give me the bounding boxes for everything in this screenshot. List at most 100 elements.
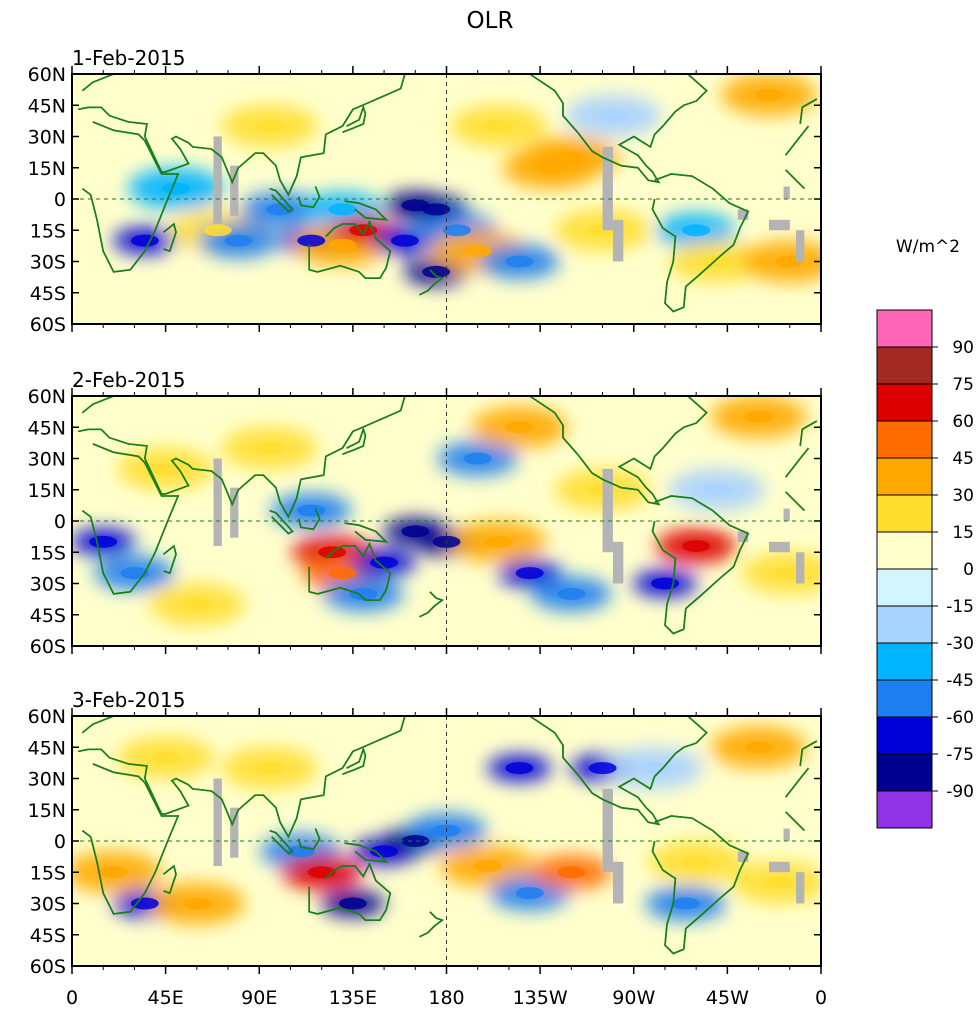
anomaly-core xyxy=(536,161,565,174)
missing-data-box xyxy=(602,788,613,873)
anomaly-core xyxy=(765,876,794,889)
colorbar-label: -60 xyxy=(946,708,974,728)
colorbar-label: -90 xyxy=(946,782,974,802)
anomaly-core xyxy=(130,234,159,247)
coastline-greenland xyxy=(706,74,729,75)
anomaly-core xyxy=(682,540,711,552)
colorbar-label: -30 xyxy=(946,634,974,654)
colorbar-swatch xyxy=(876,383,933,422)
coastline-japan xyxy=(342,426,367,456)
anomaly-core xyxy=(328,203,357,216)
colorbar-swatch xyxy=(876,494,933,533)
map-panel: 1-Feb-2015 60N 45N 30N 15N 0 15S 30S 45S 60S xyxy=(28,46,822,336)
coastline-greenland xyxy=(706,396,729,397)
coastline-sumatra xyxy=(269,187,294,213)
anomaly-core xyxy=(650,577,679,590)
missing-data-box xyxy=(230,807,239,858)
anomaly-core xyxy=(702,255,731,268)
coastline-newguinea xyxy=(344,200,389,221)
coastline-namerica xyxy=(471,74,708,184)
anomaly-core xyxy=(744,741,773,754)
anomaly-core xyxy=(162,182,191,195)
colorbar-swatch xyxy=(876,568,933,607)
colorbar-label: -75 xyxy=(946,745,974,765)
anomaly-core xyxy=(505,421,534,434)
anomaly-core xyxy=(702,483,731,496)
anomaly-core xyxy=(182,598,211,611)
missing-data-box xyxy=(230,487,239,538)
coastline-greenland xyxy=(706,716,729,717)
anomaly-core xyxy=(754,88,783,101)
missing-data-box xyxy=(612,861,624,904)
colorbar-swatch xyxy=(876,790,933,829)
anomaly-core xyxy=(557,151,586,164)
coastline-japan xyxy=(342,746,367,776)
lat-label: 45N xyxy=(28,95,66,117)
colorbar-units: W/m^2 xyxy=(896,237,960,257)
anomaly-core xyxy=(89,535,118,548)
lat-label: 60S xyxy=(30,636,66,658)
missing-data-box xyxy=(612,541,624,584)
anomaly-core xyxy=(266,203,295,216)
anomaly-core xyxy=(151,462,180,475)
anomaly-core xyxy=(224,234,253,247)
coastline-nz xyxy=(419,911,444,938)
lat-label: 30N xyxy=(28,769,66,791)
colorbar: W/m^2 90 75 60 45 30 15 0 -15 -30 -45 -60 -75 -90 xyxy=(876,237,974,829)
missing-data-box xyxy=(737,531,749,542)
anomaly-core xyxy=(255,442,284,455)
colorbar-label: 60 xyxy=(952,412,974,432)
coastline-newguinea xyxy=(344,842,389,863)
lon-label: 180 xyxy=(428,987,464,1009)
coastline-eurasia xyxy=(78,716,818,839)
lat-label: 60N xyxy=(28,386,66,408)
lat-label: 30N xyxy=(28,127,66,149)
anomaly-core xyxy=(682,855,711,868)
missing-data-box xyxy=(602,146,613,231)
lon-label: 135E xyxy=(329,987,377,1009)
anomaly-core xyxy=(422,203,451,216)
missing-data-box xyxy=(796,230,805,262)
missing-data-box xyxy=(768,219,790,231)
map-panel: 3-Feb-2015 60N 45N 30N 15N 0 15S 30S 45S 60S xyxy=(28,688,822,978)
lat-label: 30S xyxy=(30,574,66,596)
anomaly-core xyxy=(328,567,357,580)
anomaly-core xyxy=(338,897,367,910)
anomaly-core xyxy=(370,845,399,858)
coastline-samerica xyxy=(651,815,750,955)
coastline-australia xyxy=(308,219,392,279)
anomaly-core xyxy=(474,860,503,872)
anomaly-core xyxy=(505,255,534,268)
colorbar-label: 45 xyxy=(952,449,974,469)
colorbar-label: 0 xyxy=(963,560,974,580)
lat-label: 30S xyxy=(30,252,66,274)
colorbar-label: -15 xyxy=(946,597,974,617)
coastline-africa xyxy=(81,763,810,915)
coastline-borneo xyxy=(298,828,321,851)
anomaly-core xyxy=(349,587,378,600)
anomaly-core xyxy=(505,762,534,775)
lat-label: 0 xyxy=(54,189,66,211)
anomaly-core xyxy=(401,835,430,847)
coastline-borneo xyxy=(298,186,321,209)
coastline-sumatra xyxy=(269,829,294,855)
missing-data-box xyxy=(737,851,749,862)
lat-label: 15S xyxy=(30,862,66,884)
missing-data-box xyxy=(213,778,222,866)
missing-data-box xyxy=(768,861,790,873)
figure-title: OLR xyxy=(467,8,514,34)
anomaly-core xyxy=(557,866,586,879)
anomaly-core xyxy=(120,567,149,580)
coastline-madagascar xyxy=(163,544,177,575)
lat-label: 30S xyxy=(30,894,66,916)
missing-data-box xyxy=(796,872,805,904)
anomaly-core xyxy=(297,234,326,247)
anomaly-core xyxy=(130,897,159,910)
coastline-borneo xyxy=(298,508,321,531)
anomaly-core xyxy=(99,866,128,879)
colorbar-swatch xyxy=(876,642,933,681)
coastline-madagascar xyxy=(163,864,177,895)
anomaly-core xyxy=(640,762,669,775)
lat-label: 60S xyxy=(30,956,66,978)
